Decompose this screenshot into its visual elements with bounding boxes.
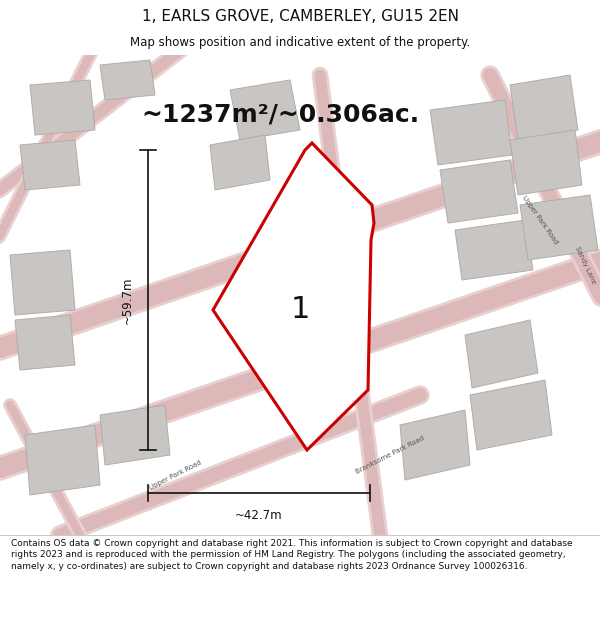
Polygon shape [15, 315, 75, 370]
Polygon shape [30, 80, 95, 135]
Text: Sandy Lane: Sandy Lane [574, 245, 596, 285]
Text: Map shows position and indicative extent of the property.: Map shows position and indicative extent… [130, 36, 470, 49]
Text: ~1237m²/~0.306ac.: ~1237m²/~0.306ac. [141, 103, 419, 127]
Polygon shape [400, 410, 470, 480]
Polygon shape [455, 220, 533, 280]
Text: Upper Park Road: Upper Park Road [521, 194, 559, 246]
Text: ~59.7m: ~59.7m [121, 276, 134, 324]
Polygon shape [520, 195, 598, 260]
Text: Contains OS data © Crown copyright and database right 2021. This information is : Contains OS data © Crown copyright and d… [11, 539, 572, 571]
Text: 1, EARLS GROVE, CAMBERLEY, GU15 2EN: 1, EARLS GROVE, CAMBERLEY, GU15 2EN [142, 9, 458, 24]
Text: 1: 1 [290, 296, 310, 324]
Polygon shape [100, 60, 155, 100]
Polygon shape [10, 250, 75, 315]
Polygon shape [100, 405, 170, 465]
Polygon shape [213, 143, 374, 450]
Polygon shape [510, 75, 578, 140]
Polygon shape [470, 380, 552, 450]
Polygon shape [465, 320, 538, 388]
Text: ~42.7m: ~42.7m [235, 509, 283, 522]
Polygon shape [430, 100, 512, 165]
Polygon shape [20, 140, 80, 190]
Text: Branksome Park Road: Branksome Park Road [355, 435, 425, 475]
Polygon shape [230, 80, 300, 140]
Text: Upper Park Road: Upper Park Road [148, 459, 202, 491]
Polygon shape [25, 425, 100, 495]
Polygon shape [440, 160, 518, 223]
Polygon shape [210, 135, 270, 190]
Text: Earls Grove: Earls Grove [344, 288, 360, 332]
Polygon shape [510, 130, 582, 195]
